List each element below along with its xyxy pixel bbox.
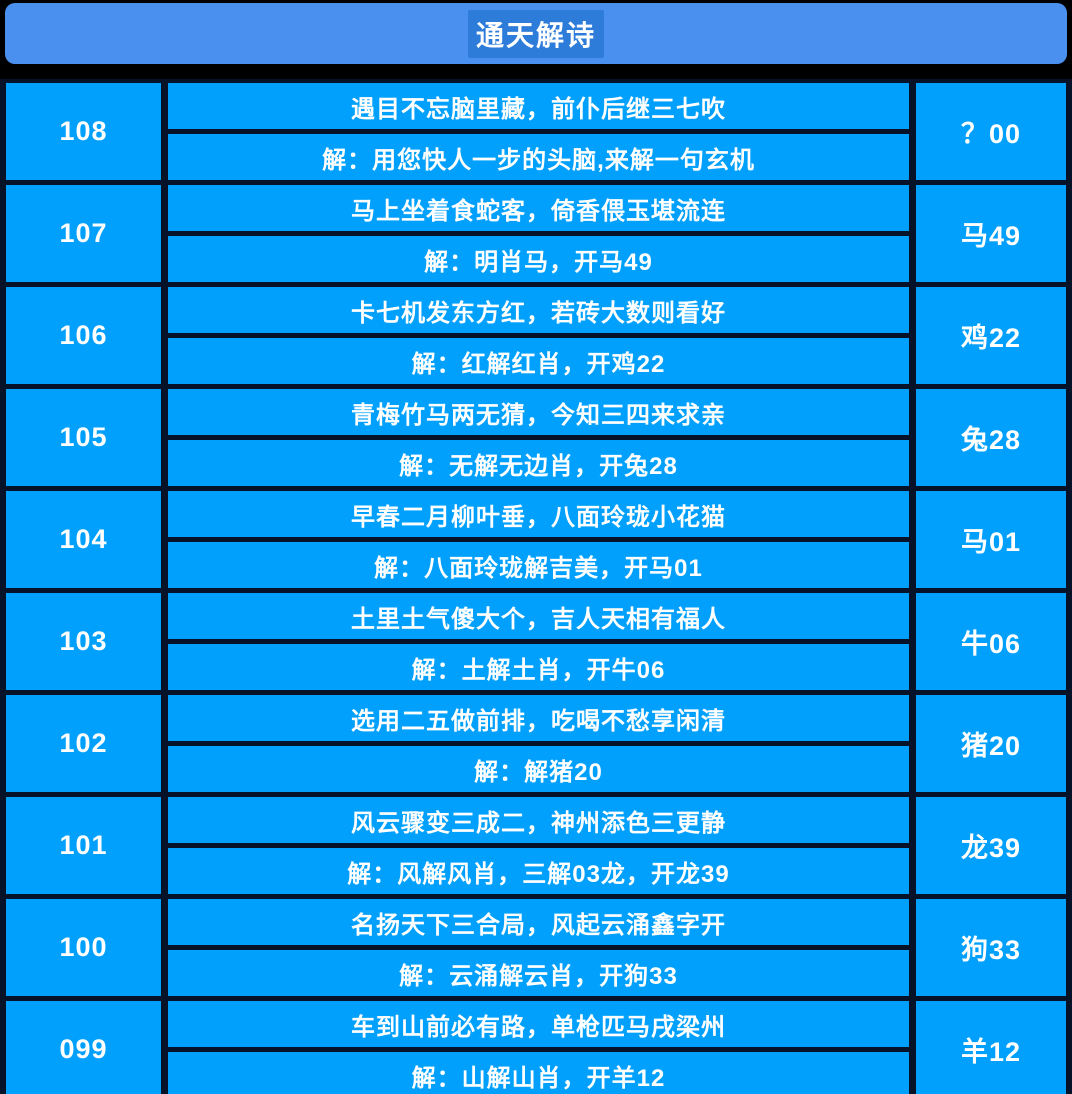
table-row: 099 车到山前必有路，单枪匹马戌梁州 解：山解山肖，开羊12 羊12 [6, 1001, 1066, 1094]
poem-answer-column: 土里土气傻大个，吉人天相有福人 解：土解土肖，开牛06 [168, 593, 909, 690]
poem-answer-column: 遇目不忘脑里藏，前仆后继三七吹 解：用您快人一步的头脑,来解一句玄机 [168, 83, 909, 180]
poem-cell: 卡七机发东方红，若砖大数则看好 [168, 287, 909, 333]
page-header: 通天解诗 [5, 3, 1067, 64]
answer-cell: 解：红解红肖，开鸡22 [168, 338, 909, 384]
issue-number-cell: 102 [6, 695, 161, 792]
poem-cell: 早春二月柳叶垂，八面玲珑小花猫 [168, 491, 909, 537]
table-row: 102 选用二五做前排，吃喝不愁享闲清 解：解猪20 猪20 [6, 695, 1066, 792]
answer-cell: 解：山解山肖，开羊12 [168, 1052, 909, 1094]
table-row: 104 早春二月柳叶垂，八面玲珑小花猫 解：八面玲珑解吉美，开马01 马01 [6, 491, 1066, 588]
poem-answer-column: 选用二五做前排，吃喝不愁享闲清 解：解猪20 [168, 695, 909, 792]
issue-number-cell: 104 [6, 491, 161, 588]
answer-cell: 解：风解风肖，三解03龙，开龙39 [168, 848, 909, 894]
result-cell: 羊12 [916, 1001, 1066, 1094]
poem-cell: 风云骤变三成二，神州添色三更静 [168, 797, 909, 843]
result-cell: 牛06 [916, 593, 1066, 690]
result-cell: 鸡22 [916, 287, 1066, 384]
result-cell: 兔28 [916, 389, 1066, 486]
poem-answer-column: 卡七机发东方红，若砖大数则看好 解：红解红肖，开鸡22 [168, 287, 909, 384]
poem-cell: 车到山前必有路，单枪匹马戌梁州 [168, 1001, 909, 1047]
issue-number-cell: 099 [6, 1001, 161, 1094]
table-row: 100 名扬天下三合局，风起云涌鑫字开 解：云涌解云肖，开狗33 狗33 [6, 899, 1066, 996]
table-row: 106 卡七机发东方红，若砖大数则看好 解：红解红肖，开鸡22 鸡22 [6, 287, 1066, 384]
answer-cell: 解：解猪20 [168, 746, 909, 792]
poem-answer-column: 青梅竹马两无猜，今知三四来求亲 解：无解无边肖，开兔28 [168, 389, 909, 486]
poem-cell: 遇目不忘脑里藏，前仆后继三七吹 [168, 83, 909, 129]
issue-number-cell: 106 [6, 287, 161, 384]
issue-number-cell: 101 [6, 797, 161, 894]
poem-answer-column: 车到山前必有路，单枪匹马戌梁州 解：山解山肖，开羊12 [168, 1001, 909, 1094]
issue-number-cell: 107 [6, 185, 161, 282]
table-row: 103 土里土气傻大个，吉人天相有福人 解：土解土肖，开牛06 牛06 [6, 593, 1066, 690]
poem-answer-column: 早春二月柳叶垂，八面玲珑小花猫 解：八面玲珑解吉美，开马01 [168, 491, 909, 588]
poem-cell: 土里土气傻大个，吉人天相有福人 [168, 593, 909, 639]
answer-cell: 解：明肖马，开马49 [168, 236, 909, 282]
result-cell: ？00 [916, 83, 1066, 180]
table-row: 101 风云骤变三成二，神州添色三更静 解：风解风肖，三解03龙，开龙39 龙3… [6, 797, 1066, 894]
page-title: 通天解诗 [467, 9, 604, 58]
result-cell: 马49 [916, 185, 1066, 282]
answer-cell: 解：土解土肖，开牛06 [168, 644, 909, 690]
table-row: 105 青梅竹马两无猜，今知三四来求亲 解：无解无边肖，开兔28 兔28 [6, 389, 1066, 486]
table-row: 108 遇目不忘脑里藏，前仆后继三七吹 解：用您快人一步的头脑,来解一句玄机 ？… [6, 83, 1066, 180]
poem-cell: 名扬天下三合局，风起云涌鑫字开 [168, 899, 909, 945]
poem-cell: 选用二五做前排，吃喝不愁享闲清 [168, 695, 909, 741]
answer-cell: 解：云涌解云肖，开狗33 [168, 950, 909, 996]
answer-cell: 解：无解无边肖，开兔28 [168, 440, 909, 486]
poem-cell: 马上坐着食蛇客，倚香偎玉堪流连 [168, 185, 909, 231]
answer-cell: 解：用您快人一步的头脑,来解一句玄机 [168, 134, 909, 180]
result-cell: 龙39 [916, 797, 1066, 894]
issue-number-cell: 105 [6, 389, 161, 486]
result-cell: 狗33 [916, 899, 1066, 996]
result-cell: 猪20 [916, 695, 1066, 792]
poem-answer-column: 风云骤变三成二，神州添色三更静 解：风解风肖，三解03龙，开龙39 [168, 797, 909, 894]
issue-number-cell: 100 [6, 899, 161, 996]
issue-number-cell: 103 [6, 593, 161, 690]
table-row: 107 马上坐着食蛇客，倚香偎玉堪流连 解：明肖马，开马49 马49 [6, 185, 1066, 282]
result-cell: 马01 [916, 491, 1066, 588]
riddle-table: 108 遇目不忘脑里藏，前仆后继三七吹 解：用您快人一步的头脑,来解一句玄机 ？… [0, 79, 1072, 1094]
poem-answer-column: 马上坐着食蛇客，倚香偎玉堪流连 解：明肖马，开马49 [168, 185, 909, 282]
answer-cell: 解：八面玲珑解吉美，开马01 [168, 542, 909, 588]
poem-cell: 青梅竹马两无猜，今知三四来求亲 [168, 389, 909, 435]
poem-answer-column: 名扬天下三合局，风起云涌鑫字开 解：云涌解云肖，开狗33 [168, 899, 909, 996]
issue-number-cell: 108 [6, 83, 161, 180]
